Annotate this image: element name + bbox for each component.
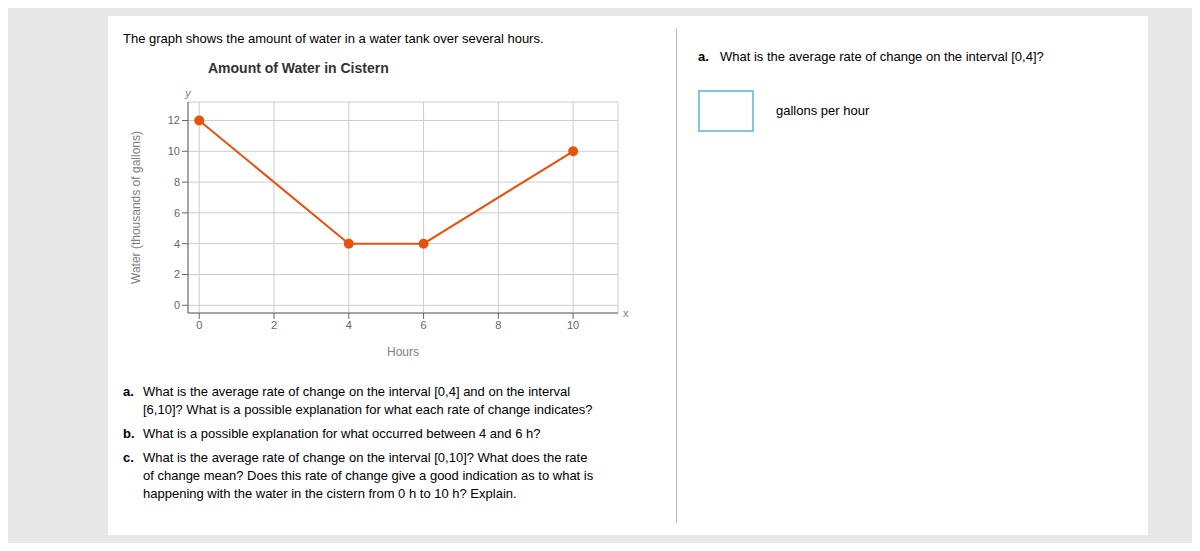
html-text:The graph shows the amount of: The graph shows the amount of water in a… — [123, 31, 544, 46]
html-text:a.: a. — [123, 384, 134, 399]
svg-text:10: 10 — [567, 319, 579, 331]
svg-text:10: 10 — [168, 145, 180, 157]
html-text:b.: b. — [123, 426, 135, 441]
svg-text:Water (thousands of gallons): Water (thousands of gallons) — [129, 131, 143, 284]
html-text:a.: a. — [698, 49, 709, 64]
html-text:gallons per hour: gallons per hour — [776, 103, 870, 118]
html-text:What is the average rate of ch: What is the average rate of change on th… — [720, 49, 1044, 64]
html-text:What is the average rate of ch: What is the average rate of change on th… — [143, 384, 593, 417]
html-text:c.: c. — [123, 450, 134, 465]
svg-text:2: 2 — [271, 319, 277, 331]
svg-text:2: 2 — [174, 268, 180, 280]
svg-text:8: 8 — [495, 319, 501, 331]
svg-text:6: 6 — [421, 319, 427, 331]
html-text:What is a possible explanation: What is a possible explanation for what … — [143, 426, 541, 441]
html-text:Amount of Water in Cistern: Amount of Water in Cistern — [208, 60, 389, 76]
svg-text:8: 8 — [174, 176, 180, 188]
svg-text:0: 0 — [196, 319, 202, 331]
svg-text:12: 12 — [168, 114, 180, 126]
svg-text:4: 4 — [346, 319, 352, 331]
svg-text:0: 0 — [174, 299, 180, 311]
svg-text:6: 6 — [174, 207, 180, 219]
svg-text:x: x — [623, 307, 629, 319]
svg-text:Hours: Hours — [387, 345, 419, 359]
html-text:What is the average rate of ch: What is the average rate of change on th… — [143, 450, 594, 501]
svg-text:y: y — [184, 87, 192, 99]
svg-text:4: 4 — [174, 238, 180, 250]
